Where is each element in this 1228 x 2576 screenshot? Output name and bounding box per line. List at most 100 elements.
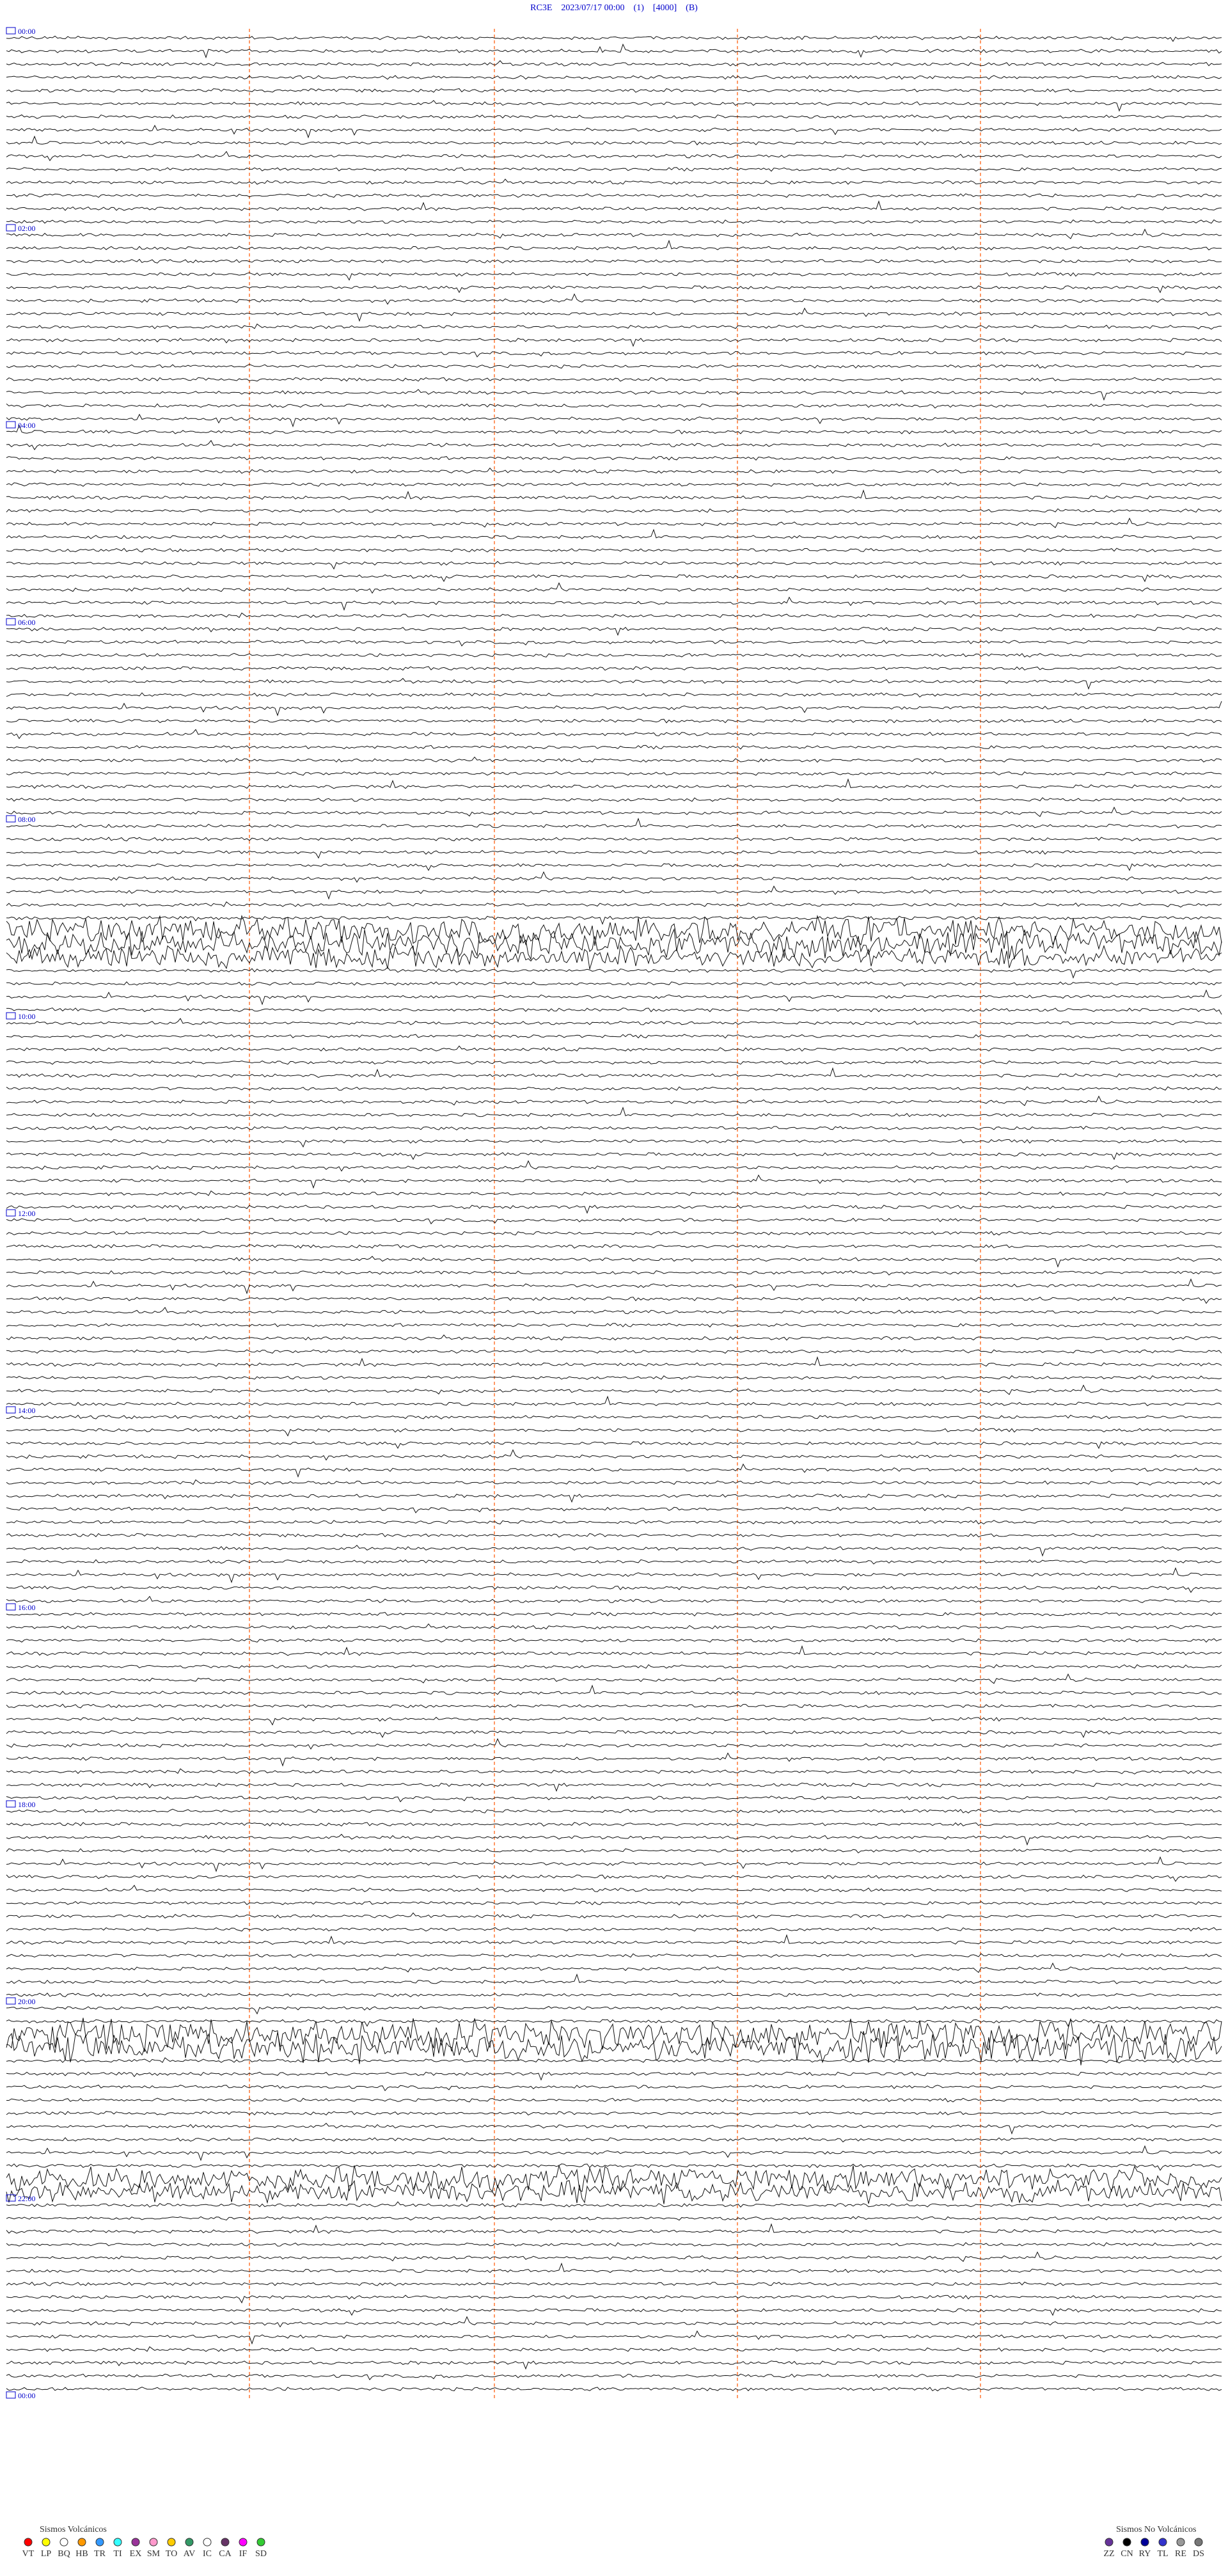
trace-line	[6, 1449, 1222, 1461]
trace-line	[6, 528, 1222, 540]
trace-line	[6, 1205, 1222, 1214]
trace-line	[6, 677, 1222, 690]
legend-marker	[221, 2538, 230, 2547]
trace-line	[6, 1125, 1222, 1131]
trace-line	[6, 1463, 1222, 1478]
trace-line	[6, 166, 1222, 172]
legend-marker	[24, 2538, 33, 2547]
time-label: 04:00	[18, 421, 35, 430]
trace-line	[6, 756, 1222, 763]
trace-line	[6, 2164, 1222, 2193]
trace-line	[6, 2057, 1222, 2064]
trace-line	[6, 1375, 1222, 1380]
trace-line	[6, 718, 1222, 723]
legend-label: DS	[1193, 2549, 1204, 2559]
trace-line	[6, 293, 1222, 305]
trace-line	[6, 364, 1222, 369]
trace-line	[6, 1703, 1222, 1709]
legend-marker	[59, 2538, 68, 2547]
legend-marker	[256, 2538, 265, 2547]
trace-line	[6, 806, 1222, 818]
trace-line	[6, 1848, 1222, 1854]
trace-line	[6, 574, 1222, 583]
trace-line	[6, 1623, 1222, 1630]
trace-line	[6, 1384, 1222, 1395]
trace-line	[6, 258, 1222, 264]
trace-line	[6, 1752, 1222, 1767]
trace-line	[6, 901, 1222, 908]
trace-line	[6, 75, 1222, 80]
trace-line	[6, 596, 1222, 611]
trace-line	[6, 1927, 1222, 1932]
trace-line	[6, 2145, 1222, 2161]
trace-line	[6, 135, 1222, 146]
trace-line	[6, 1270, 1222, 1276]
trace-line	[6, 1296, 1222, 1304]
trace-line	[6, 2387, 1222, 2392]
trace-line	[6, 193, 1222, 198]
trace-line	[6, 1962, 1222, 1973]
trace-line	[6, 1993, 1222, 1998]
trace-line	[6, 508, 1222, 513]
trace-line	[6, 837, 1222, 842]
trace-line	[6, 60, 1222, 67]
trace-line	[6, 797, 1222, 802]
trace-line	[6, 915, 1222, 925]
trace-line	[6, 1349, 1222, 1354]
trace-line	[6, 927, 1222, 961]
trace-line	[6, 981, 1222, 987]
trace-line	[6, 1095, 1222, 1107]
trace-line	[6, 2179, 1222, 2204]
legend-label: RE	[1175, 2549, 1186, 2559]
legend-marker	[131, 2538, 140, 2547]
trace-line	[6, 1519, 1222, 1525]
trace-line	[6, 1664, 1222, 1669]
trace-line	[6, 2019, 1222, 2027]
trace-line	[6, 1106, 1222, 1118]
label-box	[6, 1603, 16, 1611]
trace-line	[6, 1533, 1222, 1538]
hour-markers	[249, 29, 981, 2399]
label-box	[6, 618, 16, 626]
trace-line	[6, 2360, 1222, 2370]
trace-line	[6, 1559, 1222, 1565]
trace-line	[6, 1007, 1222, 1015]
trace-line	[6, 2262, 1222, 2273]
trace-line	[6, 1544, 1222, 1557]
trace-line	[6, 307, 1222, 322]
trace-line	[6, 150, 1222, 162]
trace-line	[6, 1934, 1222, 1945]
trace-line	[6, 467, 1222, 474]
trace-line	[6, 1885, 1222, 1892]
legend-marker	[185, 2538, 194, 2547]
legend-label: RY	[1139, 2549, 1151, 2559]
trace-line	[6, 482, 1222, 487]
label-box	[6, 1209, 16, 1217]
trace-line	[6, 640, 1222, 647]
label-box	[6, 2194, 16, 2202]
label-box	[6, 1406, 16, 1414]
traces	[6, 35, 1222, 2392]
trace-line	[6, 424, 1222, 434]
legend-label: BQ	[58, 2549, 70, 2559]
trace-line	[6, 1833, 1222, 1846]
trace-line	[6, 200, 1222, 211]
trace-line	[6, 2281, 1222, 2286]
trace-line	[6, 1611, 1222, 1616]
trace-line	[6, 43, 1222, 59]
trace-line	[6, 863, 1222, 871]
trace-line	[6, 1034, 1222, 1039]
legend-title: Sismos No Volcánicos	[1116, 2525, 1197, 2534]
trace-line	[6, 1152, 1222, 1160]
trace-line	[6, 1912, 1222, 1919]
trace-line	[6, 2330, 1222, 2345]
trace-line	[6, 548, 1222, 553]
trace-line	[6, 1067, 1222, 1078]
trace-line	[6, 2163, 1222, 2171]
trace-line	[6, 285, 1222, 294]
trace-line	[6, 323, 1222, 330]
trace-line	[6, 1174, 1222, 1189]
trace-line	[6, 701, 1222, 716]
trace-line	[6, 389, 1222, 401]
legend-label: HB	[75, 2549, 88, 2559]
